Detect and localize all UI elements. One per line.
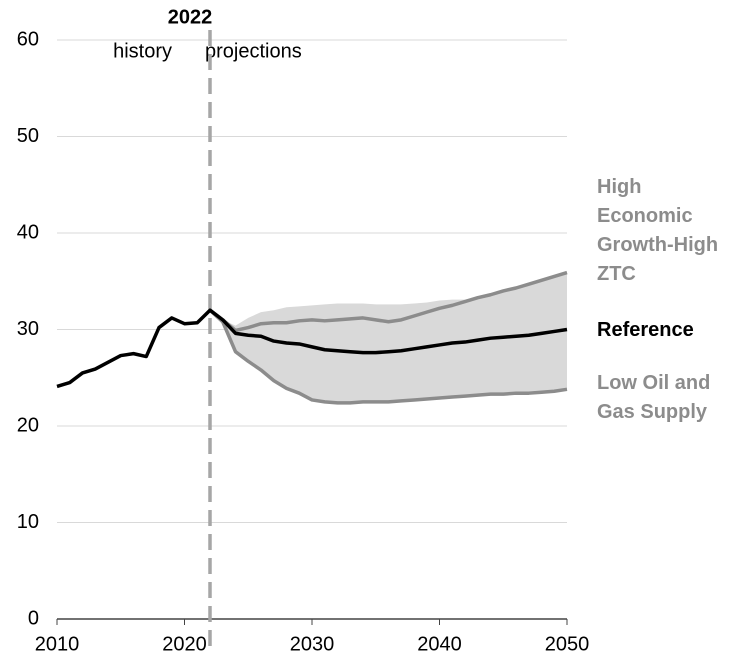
x-tick-label: 2010 bbox=[35, 633, 80, 655]
y-tick-label: 40 bbox=[17, 221, 39, 243]
y-tick-label: 60 bbox=[17, 28, 39, 50]
legend-label: Reference bbox=[597, 319, 694, 341]
x-tick-label: 2020 bbox=[162, 633, 207, 655]
legend-label: Low Oil and Gas Supply bbox=[597, 372, 711, 423]
annotation: projections bbox=[205, 40, 302, 62]
series-line bbox=[56, 308, 568, 389]
y-tick-label: 50 bbox=[17, 125, 39, 147]
series-line bbox=[208, 308, 568, 405]
x-tick-label: 2050 bbox=[545, 633, 590, 655]
grid bbox=[57, 39, 567, 523]
annotation: history bbox=[113, 40, 172, 62]
divider-year: 2022 bbox=[168, 6, 213, 28]
x-tick-label: 2030 bbox=[290, 633, 335, 655]
legend-label: High Economic Growth-High ZTC bbox=[597, 176, 719, 285]
range-band bbox=[222, 272, 567, 403]
y-tick-label: 20 bbox=[17, 414, 39, 436]
y-tick-label: 0 bbox=[28, 607, 39, 629]
y-tick-label: 30 bbox=[17, 318, 39, 340]
x-tick-label: 2040 bbox=[417, 633, 462, 655]
y-tick-label: 10 bbox=[17, 511, 39, 533]
series-line bbox=[208, 270, 568, 333]
